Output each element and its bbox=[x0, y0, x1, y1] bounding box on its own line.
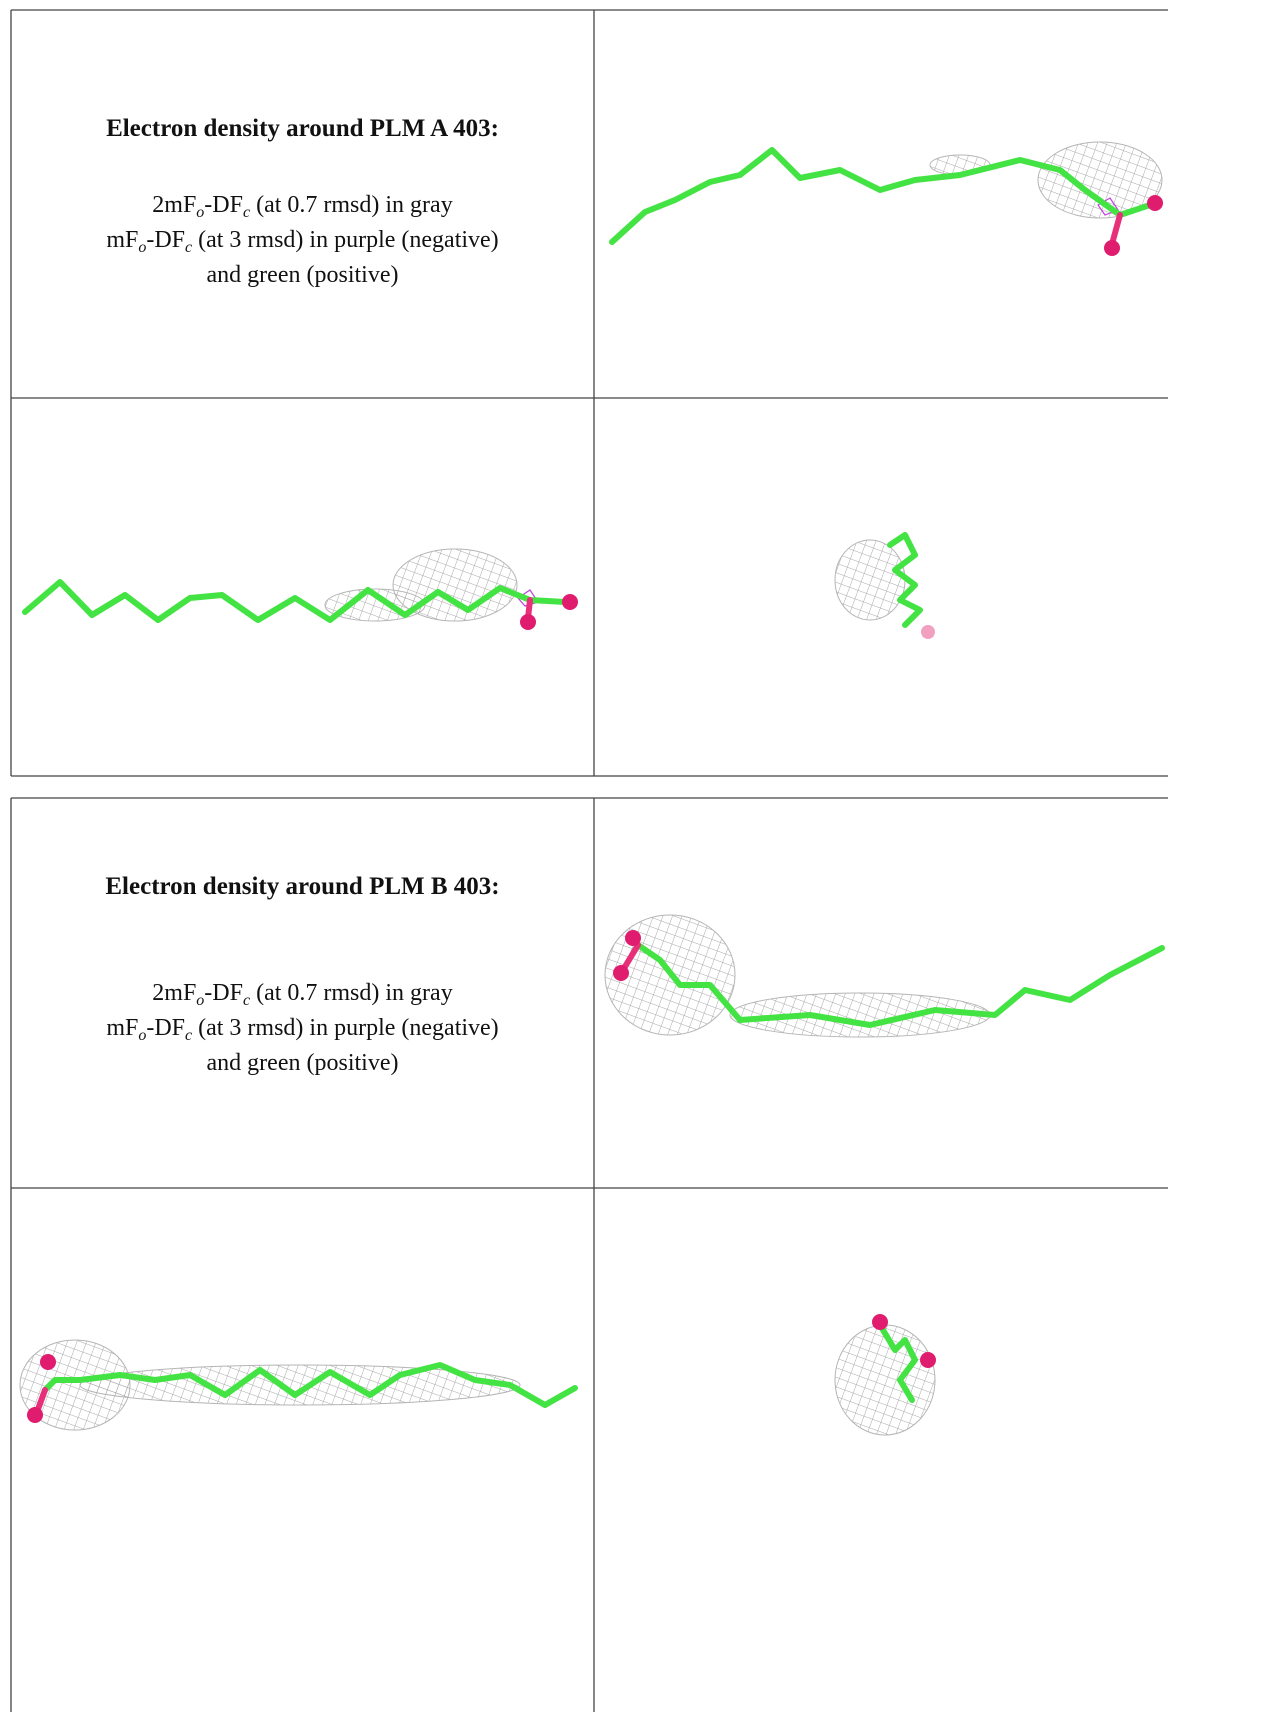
page: Electron density around PLM A 403: 2mFo-… bbox=[0, 0, 1276, 1712]
text-cell: Electron density around PLM B 403: 2mFo-… bbox=[11, 798, 594, 1188]
text-segment: (at 0.7 rmsd) in gray bbox=[250, 192, 453, 218]
negative-density bbox=[518, 198, 1118, 606]
text-segment: and green (positive) bbox=[207, 1050, 399, 1076]
description-line: and green (positive) bbox=[11, 258, 594, 293]
description-line: 2mFo-DFc (at 0.7 rmsd) in gray bbox=[11, 188, 594, 223]
text-segment: and green (positive) bbox=[207, 262, 399, 288]
text-segment: 2mF bbox=[152, 192, 196, 218]
text-cell: Electron density around PLM A 403: 2mFo-… bbox=[11, 10, 594, 398]
text-segment: 2mF bbox=[152, 980, 196, 1006]
subscript: c bbox=[243, 204, 250, 221]
heading: Electron density around PLM B 403: bbox=[11, 873, 594, 901]
text-segment: -DF bbox=[146, 227, 185, 253]
text-segment: -DF bbox=[146, 1015, 185, 1041]
text-segment: -DF bbox=[204, 980, 243, 1006]
subscript: c bbox=[243, 992, 250, 1009]
heading: Electron density around PLM A 403: bbox=[11, 115, 594, 143]
description-line: 2mFo-DFc (at 0.7 rmsd) in gray bbox=[11, 976, 594, 1011]
text-segment: (at 3 rmsd) in purple (negative) bbox=[192, 227, 499, 253]
description-line: and green (positive) bbox=[11, 1046, 594, 1081]
text-segment: (at 0.7 rmsd) in gray bbox=[250, 980, 453, 1006]
text-segment: (at 3 rmsd) in purple (negative) bbox=[192, 1015, 499, 1041]
description-line: mFo-DFc (at 3 rmsd) in purple (negative) bbox=[11, 223, 594, 258]
text-segment: mF bbox=[106, 227, 138, 253]
description-line: mFo-DFc (at 3 rmsd) in purple (negative) bbox=[11, 1011, 594, 1046]
text-segment: mF bbox=[106, 1015, 138, 1041]
text-segment: -DF bbox=[204, 192, 243, 218]
